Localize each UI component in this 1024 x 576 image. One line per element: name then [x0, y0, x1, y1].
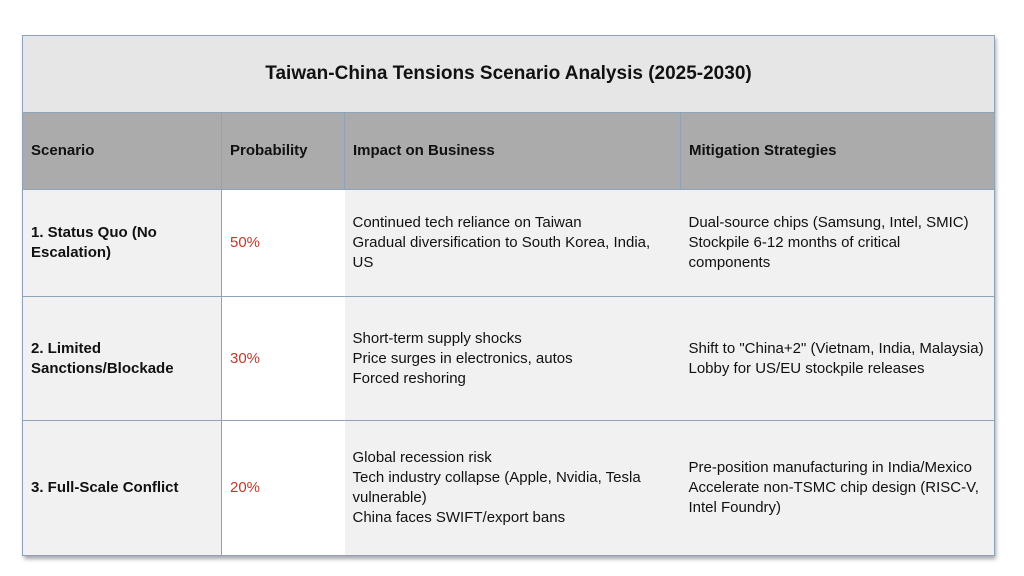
impact-cell: Global recession risk Tech industry coll… [344, 419, 681, 557]
mitigation-cell: Shift to "China+2" (Vietnam, India, Mala… [680, 296, 995, 421]
mitigation-line: Pre-position manufacturing in India/Mexi… [688, 458, 972, 476]
table-row: 3. Full-Scale Conflict 20% Global recess… [22, 419, 995, 557]
impact-line: Short-term supply shocks [352, 329, 522, 347]
mitigation-cell: Dual-source chips (Samsung, Intel, SMIC)… [680, 189, 995, 298]
impact-line: Forced reshoring [352, 369, 466, 387]
mitigation-line: Stockpile 6-12 months of critical compon… [688, 234, 901, 272]
probability-cell: 30% [221, 296, 345, 421]
impact-cell: Continued tech reliance on Taiwan Gradua… [344, 189, 681, 298]
impact-line: Gradual diversification to South Korea, … [352, 234, 651, 272]
table-title: Taiwan-China Tensions Scenario Analysis … [22, 34, 995, 114]
header-probability: Probability [221, 112, 345, 191]
table-row: 2. Limited Sanctions/Blockade 30% Short-… [22, 296, 995, 421]
impact-line: Global recession risk [352, 448, 492, 466]
scenario-cell: 3. Full-Scale Conflict [22, 419, 222, 557]
header-scenario: Scenario [22, 112, 222, 191]
scenario-cell: 1. Status Quo (No Escalation) [22, 189, 222, 298]
scenario-table-container: Taiwan-China Tensions Scenario Analysis … [22, 34, 995, 557]
impact-cell: Short-term supply shocks Price surges in… [344, 296, 681, 421]
impact-line: Price surges in electronics, autos [352, 349, 573, 367]
impact-line: Tech industry collapse (Apple, Nvidia, T… [352, 468, 641, 506]
impact-line: Continued tech reliance on Taiwan [352, 214, 582, 232]
scenario-table: Taiwan-China Tensions Scenario Analysis … [22, 34, 995, 557]
mitigation-line: Shift to "China+2" (Vietnam, India, Mala… [688, 339, 984, 357]
mitigation-cell: Pre-position manufacturing in India/Mexi… [680, 419, 995, 557]
impact-line: China faces SWIFT/export bans [352, 508, 566, 526]
header-row: Scenario Probability Impact on Business … [22, 112, 995, 191]
table-row: 1. Status Quo (No Escalation) 50% Contin… [22, 189, 995, 298]
mitigation-line: Lobby for US/EU stockpile releases [688, 359, 925, 377]
probability-cell: 50% [221, 189, 345, 298]
probability-cell: 20% [221, 419, 345, 557]
scenario-cell: 2. Limited Sanctions/Blockade [22, 296, 222, 421]
mitigation-line: Dual-source chips (Samsung, Intel, SMIC) [688, 214, 969, 232]
header-mitigation: Mitigation Strategies [680, 112, 995, 191]
mitigation-line: Accelerate non-TSMC chip design (RISC-V,… [688, 478, 979, 516]
header-impact: Impact on Business [344, 112, 681, 191]
title-row: Taiwan-China Tensions Scenario Analysis … [22, 34, 995, 114]
